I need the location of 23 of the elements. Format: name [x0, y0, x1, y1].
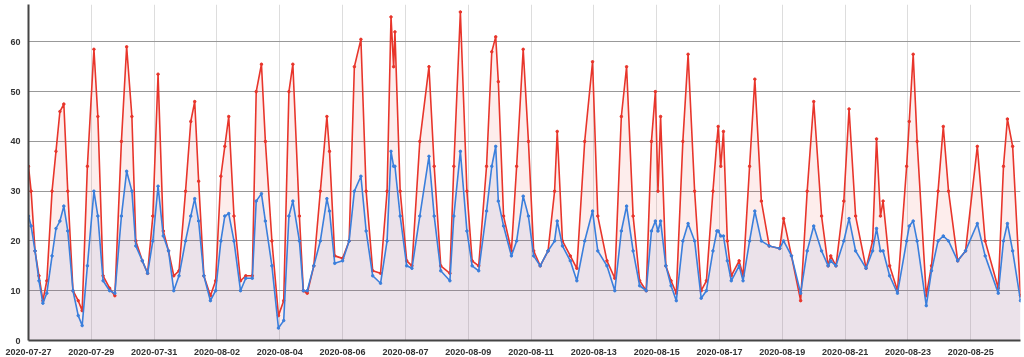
x-tick-label: 2020-08-15 [633, 346, 680, 357]
x-tick-label: 2020-08-19 [759, 346, 806, 357]
x-tick-label: 2020-08-23 [884, 346, 931, 357]
y-tick-label: 20 [10, 235, 21, 246]
x-tick-label: 2020-08-09 [445, 346, 492, 357]
x-tick-label: 2020-08-17 [696, 346, 743, 357]
x-tick-label: 2020-08-04 [256, 346, 303, 357]
x-tick-label: 2020-08-13 [570, 346, 617, 357]
y-tick-label: 40 [10, 136, 21, 147]
x-tick-label: 2020-07-31 [131, 346, 178, 357]
x-tick-label: 2020-08-07 [382, 346, 429, 357]
y-tick-label: 10 [10, 285, 21, 296]
x-tick-label: 2020-08-11 [508, 346, 554, 357]
x-tick-label: 2020-07-29 [68, 346, 115, 357]
y-tick-label: 30 [10, 186, 21, 197]
x-tick-label: 2020-07-27 [5, 346, 52, 357]
y-tick-label: 0 [15, 335, 21, 346]
x-tick-label: 2020-08-06 [319, 346, 366, 357]
x-tick-label: 2020-08-21 [822, 346, 869, 357]
x-tick-label: 2020-08-02 [193, 346, 240, 357]
y-tick-label: 50 [10, 86, 21, 97]
y-tick-label: 60 [10, 36, 21, 47]
x-tick-label: 2020-08-25 [947, 346, 994, 357]
